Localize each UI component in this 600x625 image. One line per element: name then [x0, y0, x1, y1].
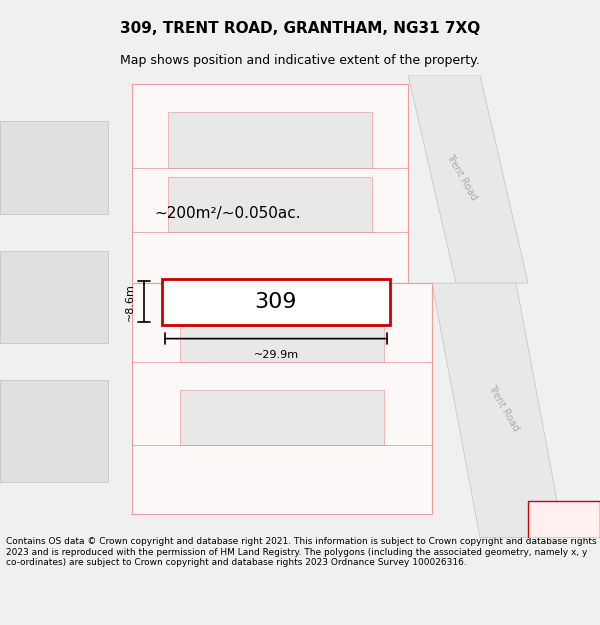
Bar: [0, 121, 108, 214]
Text: ~200m²/~0.050ac.: ~200m²/~0.050ac.: [155, 206, 301, 221]
Text: Trent Road: Trent Road: [487, 383, 521, 433]
Bar: [162, 279, 390, 325]
Text: 309, TRENT ROAD, GRANTHAM, NG31 7XQ: 309, TRENT ROAD, GRANTHAM, NG31 7XQ: [120, 21, 480, 36]
Polygon shape: [432, 283, 564, 538]
Text: Contains OS data © Crown copyright and database right 2021. This information is : Contains OS data © Crown copyright and d…: [6, 538, 596, 568]
Polygon shape: [132, 283, 432, 514]
Bar: [168, 177, 372, 232]
Polygon shape: [132, 84, 408, 283]
Bar: [168, 112, 372, 168]
Bar: [0, 380, 108, 482]
Bar: [0, 251, 108, 343]
Text: ~29.9m: ~29.9m: [253, 350, 299, 360]
Text: ~8.6m: ~8.6m: [125, 282, 135, 321]
Text: Trent Road: Trent Road: [445, 152, 479, 202]
Text: Map shows position and indicative extent of the property.: Map shows position and indicative extent…: [120, 54, 480, 67]
Polygon shape: [408, 75, 528, 283]
Bar: [180, 389, 384, 445]
Text: 309: 309: [255, 292, 297, 312]
Bar: [180, 306, 384, 362]
Bar: [528, 501, 600, 538]
